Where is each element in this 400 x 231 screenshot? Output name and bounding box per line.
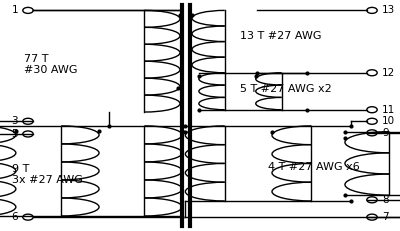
Text: 1: 1: [11, 5, 18, 15]
Text: 5: 5: [11, 129, 18, 139]
Text: 9 T
3x #27 AWG: 9 T 3x #27 AWG: [12, 164, 83, 185]
Text: 5 T #27 AWG x2: 5 T #27 AWG x2: [240, 84, 332, 94]
Text: 7: 7: [382, 212, 389, 222]
Text: 10: 10: [382, 116, 395, 126]
Text: 4 T #27 AWG x6: 4 T #27 AWG x6: [268, 162, 360, 173]
Text: 12: 12: [382, 68, 395, 78]
Text: 9: 9: [382, 128, 389, 138]
Text: 6: 6: [11, 212, 18, 222]
Text: 3: 3: [11, 116, 18, 126]
Text: 8: 8: [382, 195, 389, 205]
Text: 11: 11: [382, 105, 395, 115]
Text: 13 T #27 AWG: 13 T #27 AWG: [240, 31, 322, 41]
Text: 13: 13: [382, 5, 395, 15]
Text: 77 T
#30 AWG: 77 T #30 AWG: [24, 54, 78, 76]
